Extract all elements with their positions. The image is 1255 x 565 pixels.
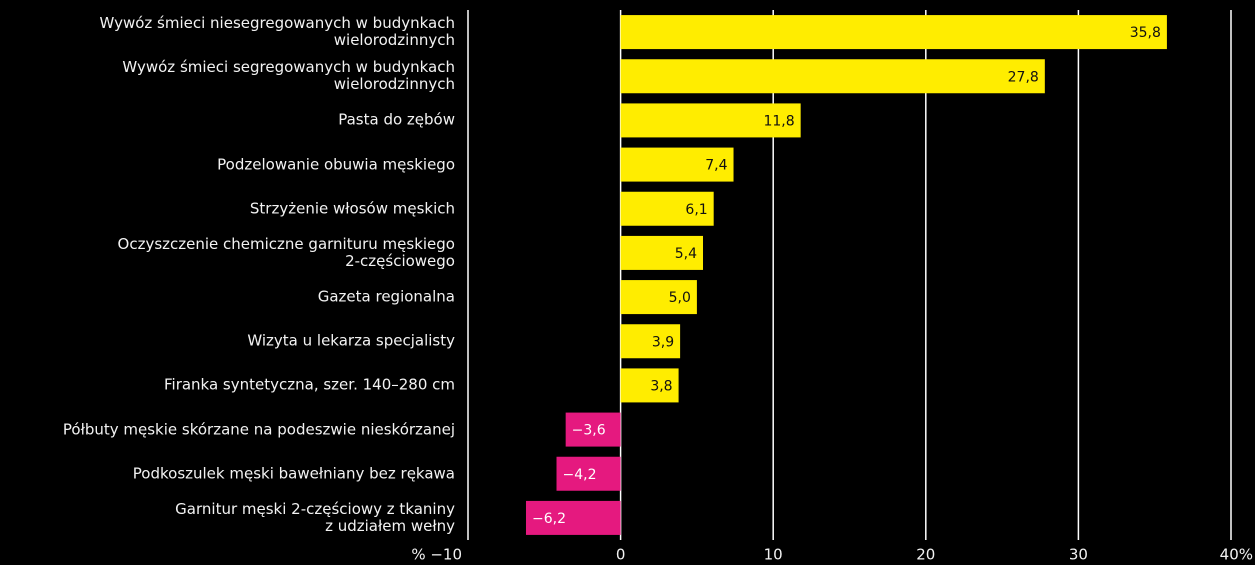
value-label: −6,2 [532,511,566,527]
value-label: 3,9 [652,334,674,350]
x-tick-label: 0 [616,546,626,564]
category-label: Firanka syntetyczna, szer. 140–280 cm [163,375,455,394]
bar [620,368,679,403]
x-tick-label: 40% [1220,546,1253,564]
x-tick-label: 30 [1069,546,1088,564]
category-label: Podzelowanie obuwia męskiego [217,155,455,174]
x-tick-label: % −10 [411,546,462,564]
bar [620,103,801,138]
category-label: Wywóz śmieci niesegregowanych w budynkac… [99,14,455,50]
value-label: −3,6 [572,423,606,439]
bar [620,15,1167,50]
bar [620,280,697,315]
bar [620,59,1045,94]
bar [620,324,681,359]
category-label: Garnitur męski 2-częściowy z tkaniny z u… [175,499,455,535]
bar [525,500,621,535]
bar [620,147,734,182]
bar [620,235,704,270]
value-label: 27,8 [1008,69,1039,85]
value-label: −4,2 [563,467,597,483]
category-label: Gazeta regionalna [317,287,455,306]
category-label: Półbuty męskie skórzane na podeszwie nie… [62,420,455,439]
value-label: 7,4 [705,158,727,174]
value-label: 5,0 [669,290,691,306]
bar [620,191,714,226]
bar [556,456,621,491]
value-label: 5,4 [675,246,697,262]
category-label: Wizyta u lekarza specjalisty [247,331,455,350]
value-label: 11,8 [763,113,794,129]
value-label: 6,1 [685,202,707,218]
x-tick-label: 20 [916,546,935,564]
x-tick-label: 10 [764,546,783,564]
category-label: Strzyżenie włosów męskich [249,199,455,218]
bar [565,412,621,447]
category-label: Wywóz śmieci segregowanych w budynkach w… [122,58,455,94]
category-label: Oczyszczenie chemiczne garnituru męskieg… [117,234,455,270]
value-label: 35,8 [1130,25,1161,41]
value-label: 3,8 [650,378,672,394]
category-label: Podkoszulek męski bawełniany bez rękawa [132,464,455,483]
category-label: Pasta do zębów [338,110,455,129]
